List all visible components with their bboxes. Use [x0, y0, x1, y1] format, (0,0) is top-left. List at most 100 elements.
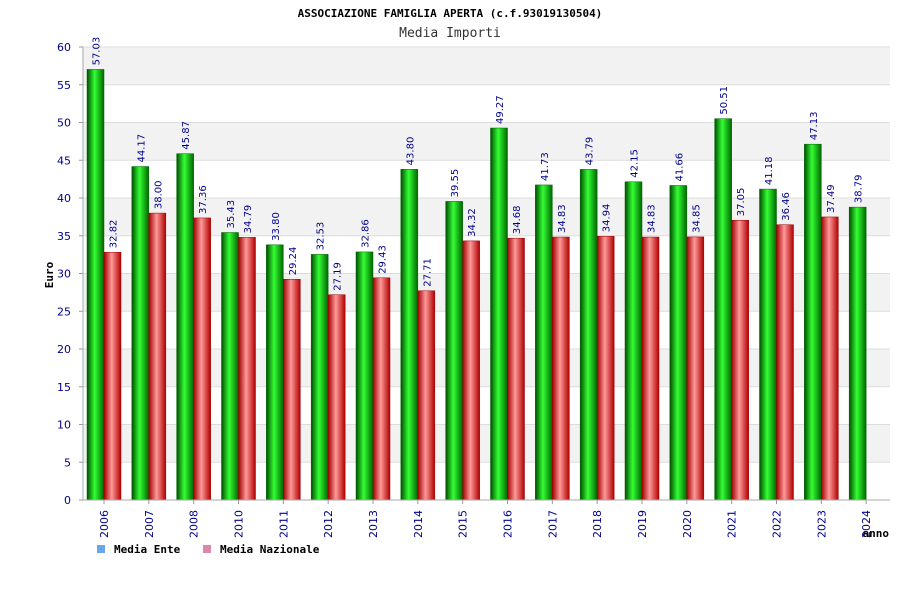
data-label-media-nazionale: 37.49: [826, 184, 837, 213]
bar-media-nazionale: [776, 224, 794, 501]
data-label-media-ente: 47.13: [809, 112, 820, 141]
y-tick-label: 15: [57, 381, 71, 394]
plot-band: [83, 235, 890, 274]
plot-band: [83, 47, 890, 85]
y-tick-label: 30: [57, 268, 71, 281]
plot-band: [83, 424, 890, 463]
data-label-media-nazionale: 36.46: [781, 192, 792, 221]
data-label-media-ente: 45.87: [181, 121, 192, 150]
x-tick-label: 2021: [726, 510, 739, 538]
bar-media-nazionale: [283, 278, 301, 501]
bar-media-nazionale: [552, 236, 570, 501]
bar-media-ente: [445, 201, 463, 501]
x-axis-ticks: 2006 2007 2008 2010 2011 2012 2013 2014 2015 2016…: [98, 500, 873, 538]
data-label-media-ente: 41.66: [674, 153, 685, 182]
x-tick-label: 2015: [457, 510, 470, 538]
bar-media-nazionale: [731, 220, 749, 501]
legend-swatch-media-ente: [97, 545, 105, 553]
data-label-media-ente: 32.53: [316, 222, 327, 251]
data-label-media-nazionale: 37.05: [736, 188, 747, 217]
bars: [86, 69, 867, 501]
data-label-media-nazionale: 34.32: [467, 208, 478, 237]
x-axis-label: anno: [863, 527, 890, 540]
data-label-media-ente: 50.51: [719, 86, 730, 115]
x-tick-label: 2024: [860, 510, 873, 538]
bar-media-nazionale: [686, 236, 705, 501]
y-tick-label: 55: [57, 79, 71, 92]
data-label-media-ente: 49.27: [495, 95, 506, 124]
data-label-media-ente: 35.43: [226, 200, 237, 229]
axes: [82, 47, 890, 501]
legend: Media Ente Media Nazionale: [97, 543, 320, 556]
bar-media-nazionale: [148, 212, 167, 501]
x-tick-label: 2023: [815, 510, 828, 538]
data-label-media-ente: 42.15: [630, 149, 641, 178]
data-label-media-nazionale: 27.19: [333, 262, 344, 291]
bar-media-ente: [400, 169, 419, 501]
bar-media-ente: [804, 143, 822, 501]
bar-media-ente: [535, 184, 553, 501]
bar-media-nazionale: [641, 236, 660, 501]
data-label-media-ente: 39.55: [450, 169, 461, 198]
bar-media-ente: [355, 251, 374, 501]
bar-media-ente: [86, 69, 105, 501]
bar-media-ente: [624, 181, 643, 501]
legend-swatch-media-nazionale: [203, 545, 211, 553]
data-label-media-nazionale: 32.82: [109, 220, 120, 249]
data-label-media-ente: 41.18: [764, 156, 775, 185]
data-labels: 57.03 32.82 44.17 38.00 45.87 37.36 35.43 34.79…: [92, 37, 865, 291]
plot-band: [83, 273, 890, 312]
bar-media-ente: [579, 169, 598, 501]
x-tick-label: 2013: [367, 510, 380, 538]
data-label-media-ente: 33.80: [271, 212, 282, 241]
plot-band: [83, 84, 890, 123]
data-label-media-nazionale: 34.79: [243, 205, 254, 234]
x-tick-label: 2016: [502, 510, 515, 538]
chart-title: ASSOCIAZIONE FAMIGLIA APERTA (c.f.930191…: [298, 7, 603, 20]
bar-media-nazionale: [193, 217, 211, 501]
data-label-media-nazionale: 34.83: [647, 204, 658, 233]
x-tick-label: 2012: [322, 510, 335, 538]
bar-media-ente: [131, 166, 150, 501]
data-label-media-ente: 43.79: [585, 137, 596, 166]
y-tick-label: 5: [64, 456, 71, 469]
x-tick-label: 2019: [636, 510, 649, 538]
y-tick-label: 0: [64, 494, 71, 507]
x-tick-label: 2010: [233, 510, 246, 538]
plot-band: [83, 386, 890, 425]
data-label-media-nazionale: 34.68: [512, 206, 523, 235]
bar-media-ente: [221, 232, 239, 501]
y-tick-label: 50: [57, 117, 71, 130]
bar-media-nazionale: [238, 237, 256, 501]
legend-label-media-nazionale: Media Nazionale: [220, 543, 320, 556]
chart-subtitle: Media Importi: [399, 26, 501, 41]
x-tick-label: 2011: [277, 510, 290, 538]
plot-band: [83, 349, 890, 387]
plot-background: [83, 47, 890, 500]
bar-media-ente: [714, 118, 732, 501]
legend-label-media-ente: Media Ente: [114, 543, 181, 556]
x-tick-label: 2018: [591, 510, 604, 538]
y-tick-label: 10: [57, 419, 71, 432]
bar-media-ente: [266, 244, 284, 501]
bar-media-ente: [759, 188, 777, 501]
x-tick-label: 2022: [771, 510, 784, 538]
data-label-media-nazionale: 29.24: [288, 247, 299, 276]
data-label-media-nazionale: 34.94: [602, 204, 613, 233]
bar-media-nazionale: [462, 240, 480, 501]
data-label-media-ente: 32.86: [361, 219, 372, 248]
data-label-media-nazionale: 38.00: [153, 180, 164, 209]
plot-band: [83, 198, 890, 236]
x-tick-label: 2006: [98, 510, 111, 538]
data-label-media-nazionale: 34.85: [691, 204, 702, 233]
x-tick-label: 2007: [143, 510, 156, 538]
x-tick-label: 2017: [546, 510, 559, 538]
plot-band: [83, 462, 890, 500]
y-axis-label: Euro: [43, 261, 56, 288]
bar-media-ente: [669, 185, 688, 501]
bar-media-ente: [490, 127, 508, 501]
plot-band: [83, 122, 890, 161]
data-label-media-nazionale: 37.36: [198, 185, 209, 214]
bar-media-nazionale: [372, 277, 391, 501]
